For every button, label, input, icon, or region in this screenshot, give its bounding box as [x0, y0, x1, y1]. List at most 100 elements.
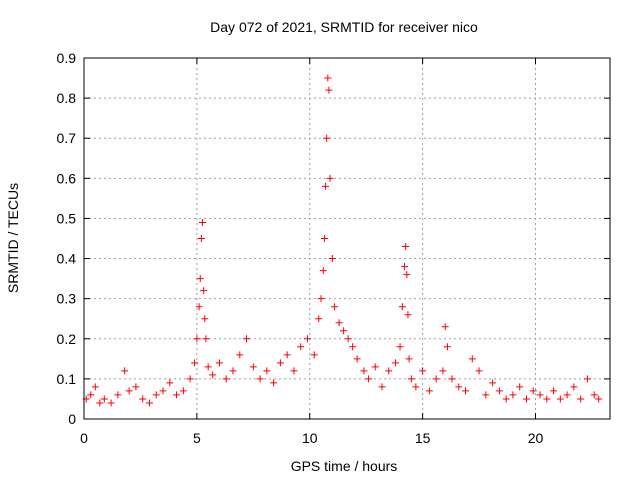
data-point — [320, 235, 328, 242]
data-point — [385, 367, 393, 375]
data-point — [403, 271, 411, 279]
x-ticks: 0 5 10 15 20 — [80, 58, 543, 446]
data-point — [215, 359, 223, 367]
data-point — [193, 335, 201, 343]
data-point — [482, 391, 490, 399]
data-point — [462, 387, 470, 395]
data-point — [276, 359, 284, 367]
data-point — [114, 391, 122, 399]
data-point — [100, 395, 108, 403]
data-point — [502, 395, 510, 403]
y-tick-label: 0.5 — [57, 210, 77, 226]
data-point — [132, 383, 140, 391]
data-point — [196, 275, 204, 283]
y-tick-label: 0.9 — [57, 50, 77, 66]
data-point — [315, 315, 323, 323]
grid-lines — [84, 58, 610, 419]
data-point — [543, 395, 551, 403]
data-point — [550, 387, 558, 395]
data-point — [173, 391, 181, 399]
data-point — [516, 383, 524, 391]
chart-title: Day 072 of 2021, SRMTID for receiver nic… — [210, 19, 478, 35]
data-point — [360, 367, 368, 375]
data-point — [91, 383, 99, 391]
x-axis-label: GPS time / hours — [291, 458, 398, 474]
data-point — [364, 375, 372, 383]
data-point — [270, 379, 278, 387]
data-point — [326, 174, 334, 182]
data-point — [145, 399, 153, 407]
data-point — [317, 295, 325, 303]
data-point — [398, 303, 406, 311]
data-point — [297, 343, 305, 351]
data-point — [229, 367, 237, 375]
data-point — [125, 387, 133, 395]
data-point — [186, 375, 194, 383]
data-point — [590, 391, 598, 399]
data-point — [371, 363, 379, 371]
x-tick-label: 15 — [415, 430, 431, 446]
data-point — [263, 367, 271, 375]
x-tick-label: 5 — [193, 430, 201, 446]
data-point — [432, 375, 440, 383]
data-point — [412, 383, 420, 391]
data-point — [378, 383, 386, 391]
x-tick-label: 0 — [80, 430, 88, 446]
data-point — [179, 387, 187, 395]
data-point — [191, 359, 199, 367]
data-point — [407, 375, 415, 383]
data-point — [202, 335, 210, 343]
y-tick-label: 0.2 — [57, 331, 77, 347]
data-point — [402, 243, 410, 251]
data-point — [570, 383, 578, 391]
data-point — [331, 303, 339, 311]
data-point — [396, 343, 404, 351]
data-point — [419, 367, 427, 375]
data-point — [353, 355, 361, 363]
data-point — [199, 218, 207, 226]
data-point — [152, 391, 160, 399]
data-point — [283, 351, 291, 359]
data-point — [310, 351, 318, 359]
data-point — [96, 399, 104, 407]
y-tick-label: 0 — [68, 411, 76, 427]
y-tick-label: 0.3 — [57, 291, 77, 307]
y-tick-label: 0.1 — [57, 371, 77, 387]
data-point — [328, 255, 336, 263]
data-point — [404, 311, 412, 319]
data-point — [340, 327, 348, 335]
y-tick-label: 0.7 — [57, 130, 77, 146]
x-tick-label: 10 — [302, 430, 318, 446]
data-point — [243, 335, 251, 343]
data-point — [322, 182, 330, 190]
data-point — [577, 395, 585, 403]
data-point — [323, 134, 331, 142]
data-point — [236, 351, 244, 359]
data-point — [529, 387, 537, 395]
data-point — [200, 287, 208, 295]
data-point — [107, 399, 115, 407]
data-point — [204, 363, 212, 371]
data-point — [209, 371, 217, 379]
data-point — [201, 315, 209, 323]
y-ticks: 0 0.1 0.2 0.3 0.4 0.5 0.6 0.7 0.8 0.9 — [57, 50, 610, 427]
x-tick-label: 20 — [528, 430, 544, 446]
data-point — [563, 391, 571, 399]
data-point — [595, 395, 603, 403]
data-point — [197, 235, 205, 242]
data-point — [349, 343, 357, 351]
data-point — [536, 391, 544, 399]
data-point — [448, 375, 456, 383]
data-point — [324, 74, 332, 82]
data-point — [392, 359, 400, 367]
data-point — [405, 355, 413, 363]
y-tick-label: 0.4 — [57, 251, 77, 267]
data-point — [443, 343, 451, 351]
data-point — [249, 363, 257, 371]
data-point — [583, 375, 591, 383]
data-point — [489, 379, 497, 387]
y-axis-label: SRMTID / TECUs — [5, 183, 21, 293]
data-point — [509, 391, 517, 399]
data-point — [256, 375, 264, 383]
data-point — [344, 335, 352, 343]
